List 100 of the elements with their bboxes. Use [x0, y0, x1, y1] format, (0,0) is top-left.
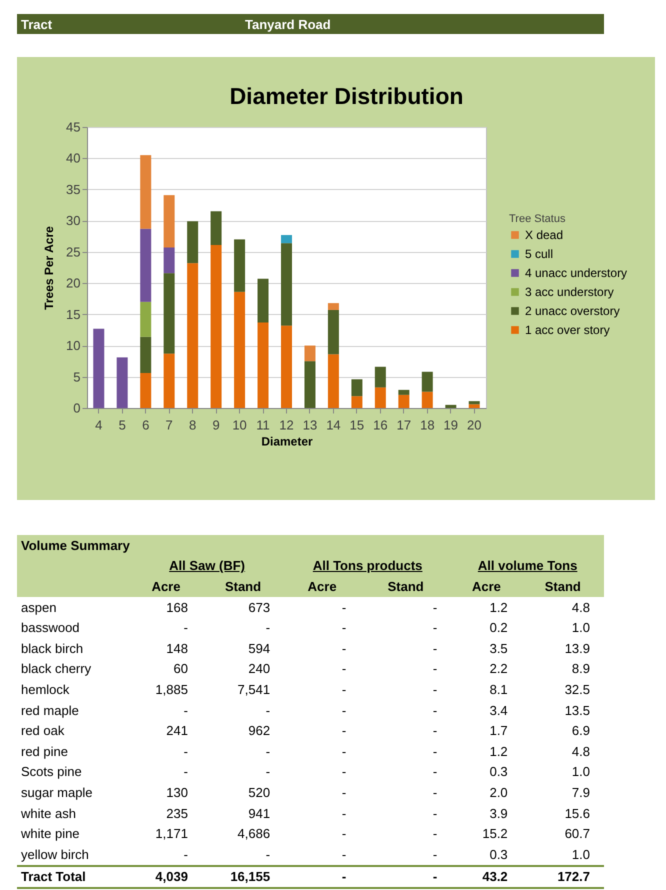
text: 0.2 [490, 620, 508, 636]
category-label: red pine [21, 744, 68, 759]
text: - [342, 744, 346, 759]
text: 168 [166, 600, 188, 615]
y-tick-label: 20 [66, 276, 80, 291]
bar [328, 303, 339, 310]
bar [164, 195, 175, 248]
text: - [184, 764, 188, 780]
x-axis-title: Diameter [261, 434, 314, 448]
x-tick-label: 4 [95, 418, 102, 432]
x-tick-label: 8 [189, 418, 196, 432]
bar [281, 243, 292, 326]
text: - [432, 806, 438, 821]
text: - [184, 702, 188, 718]
bar [187, 221, 198, 264]
text: - [342, 869, 346, 884]
text: 13.9 [564, 640, 590, 656]
text: 32.5 [564, 682, 590, 697]
text: - [432, 682, 438, 697]
text: 241 [166, 723, 188, 738]
text: - [432, 661, 438, 676]
text: - [432, 600, 438, 615]
text: 941 [248, 806, 270, 821]
bar [140, 373, 152, 408]
category-label: hemlock [21, 682, 70, 697]
y-tick-label: 0 [73, 400, 80, 416]
bar [398, 390, 410, 395]
bar [468, 404, 480, 408]
legend-label: 3 acc understory [525, 285, 614, 299]
text: - [432, 744, 438, 759]
x-tick-label: 11 [256, 418, 270, 432]
text: - [432, 826, 438, 842]
text: 15.6 [564, 806, 590, 821]
text: - [432, 846, 438, 862]
text: - [266, 846, 270, 862]
text: 2.0 [490, 784, 508, 800]
text: 7,541 [238, 682, 270, 697]
bar [140, 302, 152, 337]
chart-title: Diameter Distribution [230, 83, 464, 109]
bar [140, 155, 152, 229]
bar [445, 404, 456, 408]
x-tick-label: 13 [302, 418, 318, 432]
text: 4,686 [238, 826, 270, 842]
text: 4.8 [572, 744, 590, 759]
x-tick-label: 12 [279, 418, 294, 432]
text: 673 [248, 600, 270, 615]
y-tick-label: 25 [66, 244, 80, 260]
category-label: aspen [21, 600, 56, 615]
bar [210, 245, 222, 408]
text: 1,171 [155, 826, 188, 842]
legend-label: 4 unacc understory [525, 266, 628, 280]
category-label: Acre [470, 578, 502, 596]
text: 1.0 [572, 764, 590, 780]
text: 60 [173, 661, 188, 676]
text: - [266, 744, 270, 759]
category-label: Acre [150, 578, 182, 596]
text: - [342, 600, 346, 615]
text: All Saw (BF) [168, 557, 246, 576]
text: 172.7 [557, 869, 590, 884]
text: - [432, 784, 438, 800]
category-label: Scots pine [21, 764, 82, 780]
x-tick-label: 15 [350, 418, 364, 432]
bar [351, 379, 362, 396]
bar [422, 392, 433, 408]
bar [468, 401, 480, 404]
x-tick-label: 16 [373, 418, 388, 432]
bar [281, 235, 292, 244]
text: Tanyard Road [245, 17, 331, 32]
bar [140, 228, 152, 302]
text: - [342, 723, 346, 738]
text: - [342, 640, 346, 656]
category-label: black birch [21, 640, 84, 656]
text: - [342, 784, 346, 800]
x-tick-label: 18 [420, 418, 435, 432]
text: 594 [248, 640, 270, 656]
text: - [184, 620, 188, 636]
y-tick-label: 40 [66, 150, 80, 166]
y-tick-label: 45 [66, 120, 80, 134]
bar [140, 336, 152, 374]
text: 520 [248, 784, 270, 800]
text: - [432, 640, 438, 656]
bar [164, 354, 175, 408]
text: 60.7 [564, 826, 590, 842]
text: 43.2 [482, 869, 508, 884]
text: - [432, 869, 438, 884]
y-tick-label: 5 [73, 369, 80, 384]
text: 3.9 [490, 806, 508, 821]
category-label: Stand [386, 578, 425, 596]
bar [351, 396, 362, 408]
legend-label: X dead [525, 228, 564, 242]
category-label: basswood [21, 620, 80, 636]
bar [374, 366, 386, 388]
text: 1.0 [572, 846, 590, 862]
category-label: black cherry [21, 661, 92, 676]
text: - [342, 764, 346, 780]
text: - [342, 620, 346, 636]
text: 13.5 [564, 702, 590, 718]
text: - [432, 620, 438, 636]
bar [187, 263, 198, 408]
x-tick-label: 7 [166, 418, 173, 432]
